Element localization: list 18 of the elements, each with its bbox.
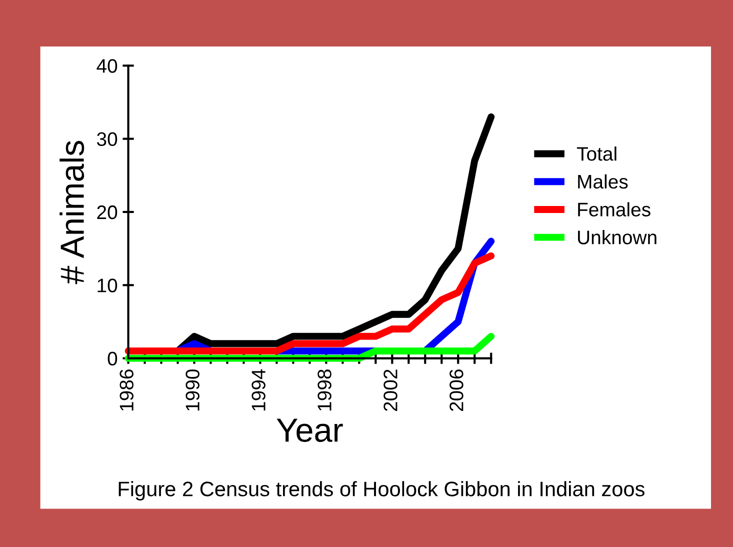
legend-label: Males — [578, 174, 628, 189]
x-tick-label: 2002 — [384, 370, 398, 411]
legend-label: Unknown — [578, 230, 656, 244]
legend-label: Total — [576, 146, 616, 161]
y-tick-label: 30 — [96, 132, 118, 146]
y-axis-title: # Animals — [60, 140, 84, 284]
x-tick-label: 1998 — [318, 370, 332, 410]
x-tick-label: 1986 — [120, 370, 134, 410]
y-tick-label: 40 — [96, 59, 118, 73]
caption: Figure 2 Census trends of Hoolock Gibbon in Indian zoos — [118, 481, 644, 501]
x-tick-label: 2006 — [450, 370, 464, 411]
x-tick-label: 1994 — [252, 369, 266, 410]
y-tick-label: 10 — [98, 278, 118, 292]
y-tick-label: 0 — [108, 352, 118, 366]
y-tick-label: 20 — [97, 205, 118, 220]
legend-label: Females — [578, 202, 650, 216]
x-tick-label: 1990 — [186, 369, 200, 410]
x-axis-title: Year — [276, 418, 343, 442]
